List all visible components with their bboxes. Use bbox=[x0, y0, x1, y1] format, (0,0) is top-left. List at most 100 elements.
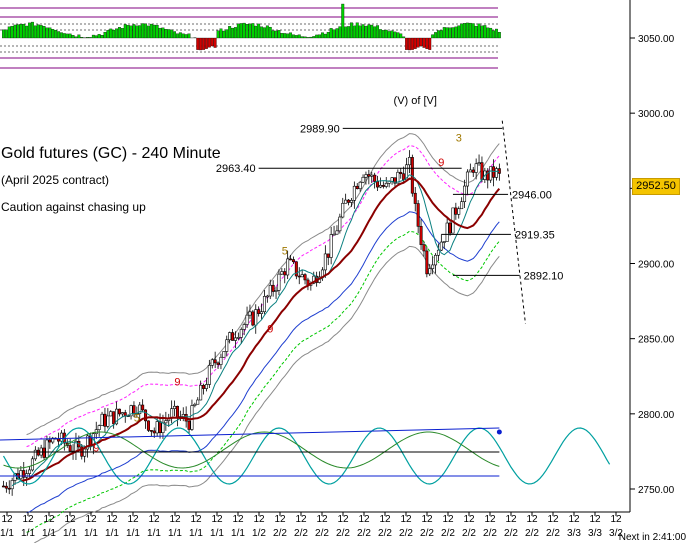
candle-body bbox=[423, 245, 425, 251]
candle-body bbox=[286, 259, 288, 275]
oscillator-bar bbox=[220, 29, 223, 38]
x-tick-label: 1/1 bbox=[147, 528, 161, 539]
oscillator-bar bbox=[109, 29, 112, 38]
oscillator-bar bbox=[341, 4, 344, 38]
oscillator-bar bbox=[159, 28, 162, 38]
oscillator-bar bbox=[440, 30, 443, 38]
candle-body bbox=[333, 234, 335, 235]
oscillator-bar bbox=[25, 26, 28, 38]
oscillator-bar bbox=[127, 25, 130, 38]
candle-body bbox=[266, 296, 268, 297]
oscillator-bar bbox=[405, 38, 408, 50]
candle-body bbox=[234, 338, 236, 341]
oscillator-bar bbox=[278, 30, 281, 38]
x-tick-label: 2/2 bbox=[504, 528, 518, 539]
x-tick-label: 2/2 bbox=[420, 528, 434, 539]
oscillator-bar bbox=[121, 28, 124, 38]
oscillator-bar bbox=[249, 24, 252, 38]
oscillator-bar bbox=[402, 37, 405, 38]
oscillator-bar bbox=[228, 26, 231, 38]
oscillator-bar bbox=[202, 38, 205, 50]
candle-body bbox=[252, 312, 254, 325]
oscillator-bar bbox=[281, 33, 284, 38]
x-tick-label: 1/2 bbox=[252, 528, 266, 539]
candle-body bbox=[382, 185, 384, 186]
y-tick-label: 2800.00 bbox=[638, 410, 675, 421]
x-tick-label-top: 12 bbox=[505, 514, 517, 525]
candle-body bbox=[46, 440, 48, 458]
oscillator-bar bbox=[266, 26, 269, 38]
x-tick-label-top: 12 bbox=[421, 514, 433, 525]
x-tick-label-top: 12 bbox=[64, 514, 76, 525]
x-tick-label: 1/1 bbox=[126, 528, 140, 539]
candle-body bbox=[226, 340, 228, 352]
oscillator-bar bbox=[336, 29, 339, 38]
oscillator-bar bbox=[370, 25, 373, 38]
x-tick-label: 1/1 bbox=[21, 528, 35, 539]
candle-body bbox=[83, 449, 85, 456]
candle-body bbox=[426, 251, 428, 274]
candle-body bbox=[194, 404, 196, 405]
oscillator-bar bbox=[188, 34, 191, 38]
oscillator-bar bbox=[205, 38, 208, 49]
candle-body bbox=[344, 200, 346, 203]
candle-body bbox=[34, 450, 36, 459]
oscillator-bar bbox=[423, 38, 426, 48]
oscillator-bar bbox=[333, 30, 336, 38]
oscillator-bar bbox=[217, 31, 220, 38]
oscillator-bar bbox=[14, 25, 17, 38]
candle-body bbox=[481, 163, 483, 180]
status-countdown: Next in 2:41:00 bbox=[619, 532, 686, 543]
x-tick-label-top: 12 bbox=[1, 514, 13, 525]
candle-body bbox=[228, 333, 230, 340]
x-tick-label-top: 12 bbox=[106, 514, 118, 525]
chart-subtitle: (April 2025 contract) bbox=[1, 173, 109, 187]
level-label: 2946.00 bbox=[512, 189, 552, 201]
candle-body bbox=[347, 200, 349, 202]
x-tick-label-top: 12 bbox=[400, 514, 412, 525]
oscillator-bar bbox=[89, 37, 92, 38]
candle-body bbox=[359, 182, 361, 188]
band-blue-lower bbox=[27, 212, 500, 513]
oscillator-bar bbox=[385, 30, 388, 38]
oscillator-bar bbox=[49, 28, 52, 38]
candle-body bbox=[188, 421, 190, 429]
candle-body bbox=[153, 431, 155, 433]
oscillator-bar bbox=[301, 37, 304, 38]
oscillator-histogram bbox=[2, 4, 501, 50]
y-tick-label: 2750.00 bbox=[638, 485, 675, 496]
candle-body bbox=[257, 310, 259, 314]
oscillator-bar bbox=[138, 26, 141, 38]
candle-body bbox=[301, 275, 303, 277]
current-price-tag: 2952.50 bbox=[632, 178, 680, 195]
candle-body bbox=[5, 486, 7, 488]
x-tick-label-top: 12 bbox=[148, 514, 160, 525]
x-tick-label-top: 12 bbox=[610, 514, 622, 525]
oscillator-bar bbox=[115, 29, 118, 38]
oscillator-bar bbox=[324, 34, 327, 38]
oscillator-bar bbox=[214, 38, 217, 48]
oscillator-bar bbox=[312, 36, 315, 38]
oscillator-bar bbox=[449, 28, 452, 38]
candle-body bbox=[495, 169, 497, 178]
x-tick-label: 2/2 bbox=[525, 528, 539, 539]
candle-body bbox=[112, 412, 114, 424]
wave-label: 9 bbox=[438, 157, 444, 169]
band-magenta-upper bbox=[27, 146, 500, 447]
x-tick-label: 1/1 bbox=[231, 528, 245, 539]
oscillator-bar bbox=[124, 24, 127, 38]
x-tick-label-top: 12 bbox=[316, 514, 328, 525]
x-tick-label: 2/2 bbox=[483, 528, 497, 539]
oscillator-bar bbox=[37, 25, 40, 38]
oscillator-bar bbox=[318, 35, 321, 38]
candle-body bbox=[336, 231, 338, 234]
oscillator-bar bbox=[446, 28, 449, 38]
oscillator-bar bbox=[414, 38, 417, 49]
candle-body bbox=[373, 175, 375, 181]
candle-body bbox=[353, 186, 355, 200]
oscillator-bar bbox=[69, 34, 72, 38]
y-tick-label: 2850.00 bbox=[638, 335, 675, 346]
candle-body bbox=[420, 226, 422, 244]
candle-body bbox=[281, 272, 283, 275]
